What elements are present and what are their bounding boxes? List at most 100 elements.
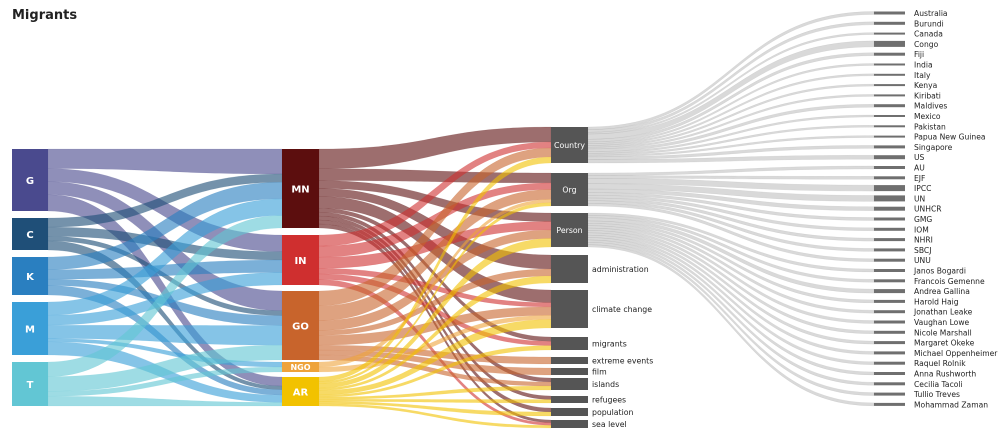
node-label-refugees: refugees: [592, 396, 626, 405]
node-mn[interactable]: [282, 149, 319, 228]
entity-label-canada: Canada: [914, 30, 943, 39]
entity-label-raquel-rolnik: Raquel Rolnik: [914, 359, 966, 368]
node-label-population: population: [592, 408, 634, 417]
node-label-ar: AR: [293, 387, 309, 398]
node-refugees[interactable]: [551, 396, 588, 403]
entity-bar-andrea-gallina: [874, 289, 905, 294]
node-org[interactable]: [551, 173, 588, 206]
entity-label-jonathan-leake: Jonathan Leake: [913, 308, 973, 317]
entity-label-ejf: EJF: [914, 174, 925, 183]
entity-label-margaret-okeke: Margaret Okeke: [914, 339, 975, 348]
node-label-g: G: [26, 176, 34, 187]
flow-country-australia: [587, 11, 875, 130]
entity-bar-fiji: [874, 52, 905, 56]
node-country[interactable]: [551, 127, 588, 163]
node-go[interactable]: [282, 291, 319, 360]
entity-label-nhri: NHRI: [914, 236, 933, 245]
page-title: Migrants: [12, 8, 78, 23]
entity-label-mexico: Mexico: [914, 112, 941, 121]
entity-label-us: US: [914, 153, 925, 162]
node-climate-change[interactable]: [551, 290, 588, 328]
entity-bar-iom: [874, 227, 905, 231]
entity-bar-kenya: [874, 84, 905, 87]
entity-bar-canada: [874, 32, 905, 35]
node-label-extreme-events: extreme events: [592, 357, 653, 366]
entity-label-anna-rushworth: Anna Rushworth: [914, 370, 976, 379]
node-label-mn: MN: [291, 184, 309, 195]
entity-bar-ejf: [874, 176, 905, 180]
node-ngo[interactable]: [282, 362, 319, 372]
node-k[interactable]: [12, 257, 48, 295]
entity-bar-us: [874, 155, 905, 160]
entity-bar-nhri: [874, 238, 905, 242]
node-extreme-events[interactable]: [551, 357, 588, 364]
entity-bar-sbcj: [874, 248, 905, 252]
node-sea-level[interactable]: [551, 420, 588, 428]
entity-label-australia: Australia: [914, 9, 948, 18]
entity-label-pakistan: Pakistan: [914, 122, 946, 131]
node-m[interactable]: [12, 302, 48, 355]
entity-label-vaughan-lowe: Vaughan Lowe: [914, 318, 970, 327]
node-label-go: GO: [292, 321, 309, 332]
entity-label-harold-haig: Harold Haig: [914, 297, 959, 306]
entity-label-janos-bogardi: Janos Bogardi: [913, 267, 966, 276]
flow-org-au: [587, 165, 875, 176]
entity-label-mohammad-zaman: Mohammad Zaman: [914, 400, 988, 409]
entity-bar-anna-rushworth: [874, 372, 905, 375]
node-population[interactable]: [551, 408, 588, 416]
node-in[interactable]: [282, 235, 319, 285]
entity-label-andrea-gallina: Andrea Gallina: [914, 287, 970, 296]
entity-bar-italy: [874, 73, 905, 76]
entity-label-fiji: Fiji: [914, 50, 924, 59]
node-t[interactable]: [12, 362, 48, 406]
node-migrants[interactable]: [551, 337, 588, 350]
node-c[interactable]: [12, 218, 48, 250]
entity-label-gmg: GMG: [914, 215, 932, 224]
entity-label-tullio-treves: Tullio Treves: [913, 390, 960, 399]
flow-g-mn: [47, 148, 283, 175]
node-person[interactable]: [551, 213, 588, 247]
entity-label-maldives: Maldives: [914, 102, 947, 111]
entity-bar-jonathan-leake: [874, 310, 905, 314]
node-label-film: film: [592, 368, 607, 377]
node-administration[interactable]: [551, 255, 588, 283]
entity-bar-raquel-rolnik: [874, 361, 905, 365]
entity-bar-tullio-treves: [874, 392, 905, 396]
entity-bar-janos-bogardi: [874, 269, 905, 272]
node-label-administration: administration: [592, 265, 649, 274]
node-label-k: K: [26, 272, 35, 283]
entity-label-kiribati: Kiribati: [914, 91, 941, 100]
node-label-org: Org: [562, 186, 576, 195]
entity-bar-burundi: [874, 21, 905, 25]
entity-bar-india: [874, 63, 905, 66]
entity-label-italy: Italy: [914, 71, 931, 80]
entity-label-congo: Congo: [914, 40, 939, 49]
entity-bar-singapore: [874, 145, 905, 149]
entity-bar-michael-oppenheimer: [874, 351, 905, 355]
node-g[interactable]: [12, 149, 48, 211]
entity-label-iom: IOM: [914, 225, 929, 234]
entity-label-unu: UNU: [914, 256, 931, 265]
node-ar[interactable]: [282, 377, 319, 406]
entity-bar-margaret-okeke: [874, 341, 905, 345]
node-islands[interactable]: [551, 378, 588, 390]
entity-bar-congo: [874, 40, 905, 47]
entity-label-au: AU: [914, 164, 925, 173]
node-label-islands: islands: [592, 380, 619, 389]
entity-bar-australia: [874, 11, 905, 15]
node-label-in: IN: [294, 256, 306, 267]
entity-bar-maldives: [874, 104, 905, 108]
entity-label-francois-gemenne: Francois Gemenne: [914, 277, 985, 286]
entity-bar-ipcc: [874, 185, 905, 192]
node-label-t: T: [27, 380, 34, 391]
entity-label-michael-oppenheimer: Michael Oppenheimer: [914, 349, 998, 358]
entity-bar-mexico: [874, 115, 905, 117]
entity-label-singapore: Singapore: [914, 143, 953, 152]
entity-bar-mohammad-zaman: [874, 402, 905, 406]
entity-bar-unu: [874, 258, 905, 262]
entity-bar-nicole-marshall: [874, 330, 905, 334]
entity-bar-kiribati: [874, 94, 905, 97]
node-film[interactable]: [551, 368, 588, 375]
